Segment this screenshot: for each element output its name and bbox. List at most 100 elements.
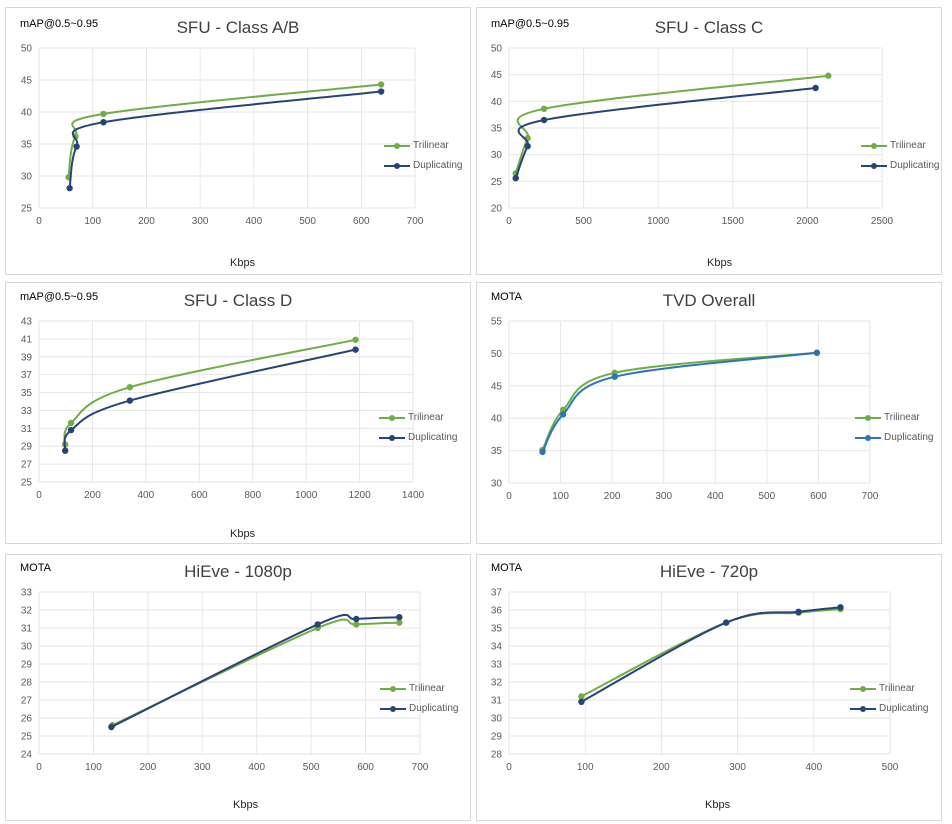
chart-panel: HiEve - 1080p MOTA Kbps 0 100 200 300 400 500 600… xyxy=(5,554,471,821)
plot-area: 0 100 200 300 400 500 600 700 24 25 26 27 28 29 30 31 32… xyxy=(21,588,429,774)
y-tick-label: 50 xyxy=(21,44,33,55)
x-tick-label: 700 xyxy=(412,762,429,773)
chart-title: HiEve - 1080p xyxy=(184,562,292,581)
x-tick-label: 500 xyxy=(882,762,899,773)
y-tick-label: 29 xyxy=(21,660,33,671)
data-point xyxy=(795,608,802,615)
legend-label: Trilinear xyxy=(879,683,915,694)
x-tick-label: 1000 xyxy=(295,490,318,501)
x-tick-label: 0 xyxy=(506,762,512,773)
y-tick-label: 30 xyxy=(21,642,33,653)
x-tick-label: 400 xyxy=(707,491,724,502)
y-axis-label: MOTA xyxy=(491,562,522,574)
chart-title: SFU - Class D xyxy=(183,291,293,310)
chart-panel: HiEve - 720p MOTA Kbps 0 100 200 300 400 500 28 29… xyxy=(476,554,942,821)
chart-panel: SFU - Class A/B mAP@0.5~0.95 Kbps 0 100 200 30… xyxy=(5,7,471,275)
legend-label: Duplicating xyxy=(879,703,929,714)
chart-title: TVD Overall xyxy=(662,291,756,310)
data-point xyxy=(352,346,359,353)
legend-label: Duplicating xyxy=(413,160,463,171)
y-tick-label: 33 xyxy=(21,588,33,599)
series-line xyxy=(580,606,841,703)
y-tick-label: 45 xyxy=(21,76,33,87)
y-tick-label: 31 xyxy=(491,696,503,707)
y-tick-label: 35 xyxy=(21,140,33,151)
plot-area: 0 100 200 300 400 500 28 29 30 31 32 33 34 35 36 37 xyxy=(491,588,899,774)
data-point xyxy=(353,621,360,628)
x-tick-label: 300 xyxy=(655,491,672,502)
y-axis-label: mAP@0.5~0.95 xyxy=(491,18,570,30)
y-tick-label: 30 xyxy=(491,150,503,161)
data-point xyxy=(73,143,80,150)
y-tick-label: 35 xyxy=(491,624,503,635)
y-tick-label: 35 xyxy=(491,124,503,135)
data-point xyxy=(512,174,519,182)
y-tick-label: 25 xyxy=(491,177,503,188)
chart-panel: SFU - Class D mAP@0.5~0.95 Kbps 0 200 400 600 8… xyxy=(5,282,471,544)
y-axis-label: mAP@0.5~0.95 xyxy=(20,18,99,30)
series-line xyxy=(68,90,382,189)
series-line xyxy=(541,351,817,451)
data-point xyxy=(812,84,819,92)
plot-area: 0 500 1000 1500 2000 2500 20 25 30 35 40 45 50 xyxy=(491,44,894,228)
y-tick-label: 43 xyxy=(21,317,33,328)
legend-swatch xyxy=(380,706,406,712)
data-point xyxy=(578,698,585,705)
data-point xyxy=(813,349,821,356)
y-tick-label: 32 xyxy=(21,606,33,617)
data-point xyxy=(377,81,385,88)
x-tick-label: 200 xyxy=(140,762,157,773)
x-tick-label: 500 xyxy=(759,491,776,502)
x-tick-label: 400 xyxy=(246,216,263,227)
data-point xyxy=(100,119,107,126)
legend-label: Trilinear xyxy=(413,140,449,151)
chart-title: SFU - Class A/B xyxy=(176,18,300,37)
data-point xyxy=(352,336,359,343)
y-tick-label: 29 xyxy=(491,732,503,743)
y-tick-label: 30 xyxy=(21,172,33,183)
x-tick-label: 600 xyxy=(357,762,374,773)
x-tick-label: 300 xyxy=(192,216,209,227)
legend-label: Trilinear xyxy=(890,140,926,151)
x-tick-label: 100 xyxy=(552,491,569,502)
data-point xyxy=(67,426,75,434)
data-point xyxy=(100,110,107,118)
x-tick-label: 400 xyxy=(248,762,265,773)
x-tick-label: 500 xyxy=(575,216,592,227)
y-tick-label: 24 xyxy=(21,750,33,761)
legend-label: Duplicating xyxy=(408,432,458,443)
series-line xyxy=(63,348,356,451)
x-axis-label: Kbps xyxy=(233,799,259,811)
legend-swatch xyxy=(380,686,406,692)
chart-panel: TVD Overall MOTA 0 100 200 300 400 500 600 700 30 3… xyxy=(476,282,942,544)
y-tick-label: 37 xyxy=(21,370,33,381)
x-tick-label: 500 xyxy=(303,762,320,773)
series-line xyxy=(514,74,829,174)
y-tick-label: 40 xyxy=(491,97,503,108)
y-tick-label: 55 xyxy=(491,317,503,328)
x-tick-label: 200 xyxy=(604,491,621,502)
data-point xyxy=(66,184,73,192)
x-tick-label: 700 xyxy=(862,491,879,502)
y-axis-label: MOTA xyxy=(491,291,522,303)
x-tick-label: 0 xyxy=(36,762,42,773)
legend-swatch xyxy=(384,163,410,169)
x-tick-label: 0 xyxy=(36,216,42,227)
legend-label: Duplicating xyxy=(890,160,940,171)
legend-swatch xyxy=(850,706,876,712)
series-line xyxy=(580,608,841,698)
legend-label: Duplicating xyxy=(884,432,934,443)
data-point xyxy=(61,447,69,454)
y-tick-label: 50 xyxy=(491,44,503,55)
y-tick-label: 25 xyxy=(21,732,33,743)
x-tick-label: 600 xyxy=(191,490,208,501)
y-tick-label: 37 xyxy=(491,588,503,599)
x-tick-label: 300 xyxy=(194,762,211,773)
y-tick-label: 27 xyxy=(21,460,33,471)
data-point xyxy=(559,411,567,418)
y-tick-label: 30 xyxy=(491,714,503,725)
x-tick-label: 400 xyxy=(138,490,155,501)
series-line xyxy=(110,613,400,728)
y-axis-label: mAP@0.5~0.95 xyxy=(20,291,99,303)
chart-title: SFU - Class C xyxy=(654,18,764,37)
